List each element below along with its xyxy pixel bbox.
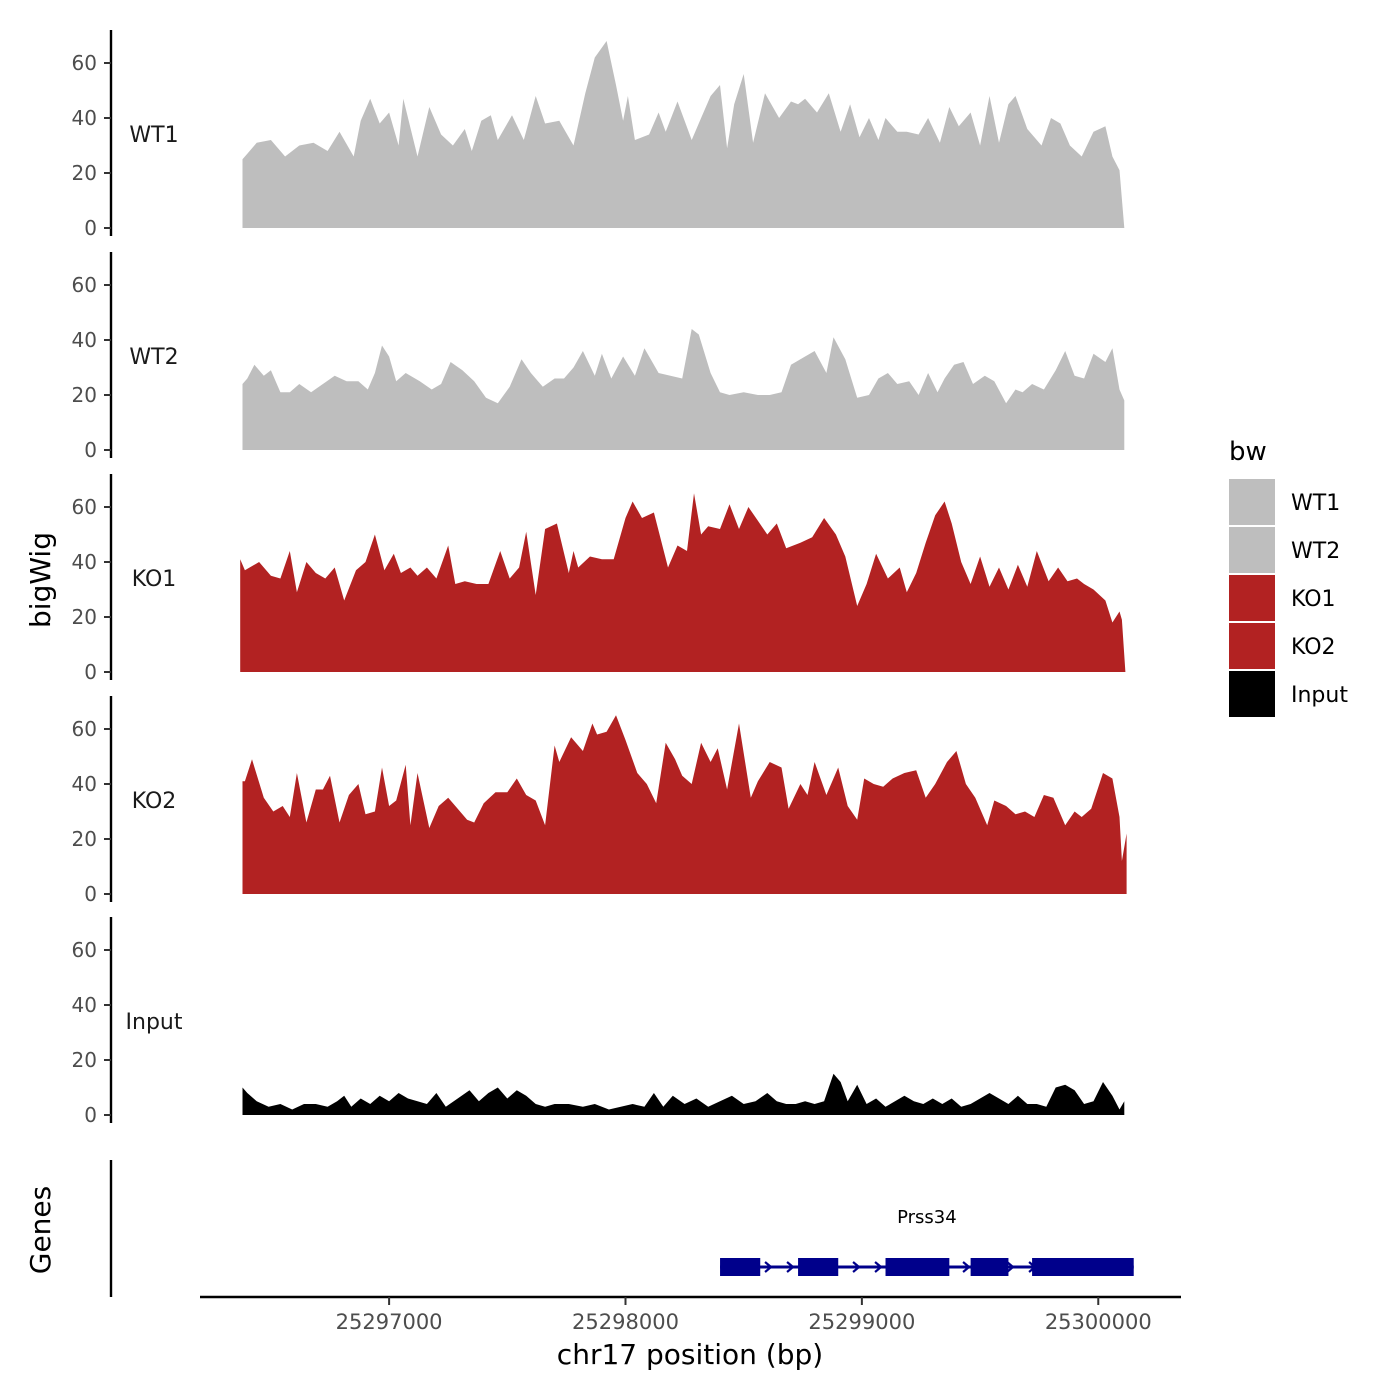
gene-exon bbox=[720, 1258, 761, 1276]
genes-axis-label: Genes bbox=[24, 1186, 57, 1274]
gene-track-panel: Genes Prss34 bbox=[24, 1160, 1134, 1297]
x-axis: 25297000 25298000 25299000 25300000 chr17 p… bbox=[200, 1295, 1181, 1371]
strand-arrow bbox=[786, 1261, 795, 1273]
panel-label-wt2: WT2 bbox=[129, 345, 178, 370]
area-ko2 bbox=[242, 715, 1127, 894]
y-tick-label: 60 bbox=[72, 51, 97, 75]
area-ko1 bbox=[240, 493, 1126, 672]
legend-item-wt1: WT1 bbox=[1229, 479, 1340, 525]
gene-exon bbox=[885, 1258, 950, 1276]
y-tick-label: 40 bbox=[72, 993, 97, 1017]
gene-label: Prss34 bbox=[897, 1207, 957, 1228]
strand-arrow bbox=[764, 1261, 773, 1273]
legend-title: bw bbox=[1229, 437, 1267, 467]
legend-label: WT1 bbox=[1291, 491, 1340, 516]
y-tick-label: 0 bbox=[84, 660, 97, 684]
y-tick-label: 20 bbox=[72, 161, 97, 185]
y-tick-label: 60 bbox=[72, 495, 97, 519]
panel-label-ko1: KO1 bbox=[132, 567, 177, 592]
y-tick-label: 40 bbox=[72, 550, 97, 574]
y-tick-label: 60 bbox=[72, 717, 97, 741]
y-tick-label: 0 bbox=[84, 882, 97, 906]
y-tick-label: 40 bbox=[72, 772, 97, 796]
legend-item-ko2: KO2 bbox=[1229, 623, 1336, 669]
legend-label: WT2 bbox=[1291, 539, 1340, 564]
y-axis-label: bigWig bbox=[24, 532, 57, 628]
legend: bw WT1 WT2 KO1 KO2 Input bbox=[1229, 437, 1348, 717]
legend-item-ko1: KO1 bbox=[1229, 575, 1336, 621]
strand-arrow bbox=[852, 1261, 861, 1273]
area-wt2 bbox=[242, 329, 1125, 450]
y-tick-label: 20 bbox=[72, 1048, 97, 1072]
panel-wt2: 0 20 40 60 WT2 bbox=[72, 252, 1125, 462]
y-tick-label: 20 bbox=[72, 383, 97, 407]
panel-wt1: 0 20 40 60 WT1 bbox=[72, 30, 1125, 240]
legend-swatch bbox=[1229, 575, 1275, 621]
panel-label-wt1: WT1 bbox=[129, 123, 178, 148]
panel-label-input: Input bbox=[126, 1010, 183, 1035]
y-tick-label: 60 bbox=[72, 938, 97, 962]
legend-label: KO2 bbox=[1291, 635, 1336, 660]
x-tick-label: 25300000 bbox=[1045, 1310, 1152, 1334]
gene-exon bbox=[1032, 1258, 1134, 1276]
legend-label: Input bbox=[1291, 683, 1348, 708]
x-axis-label: chr17 position (bp) bbox=[557, 1338, 823, 1371]
area-wt1 bbox=[242, 41, 1125, 228]
legend-swatch bbox=[1229, 623, 1275, 669]
strand-arrow bbox=[1006, 1261, 1015, 1273]
y-tick-label: 20 bbox=[72, 827, 97, 851]
y-tick-label: 0 bbox=[84, 216, 97, 240]
legend-swatch bbox=[1229, 527, 1275, 573]
area-input bbox=[242, 1073, 1125, 1115]
panel-ko1: 0 20 40 60 KO1 bbox=[72, 474, 1126, 684]
legend-label: KO1 bbox=[1291, 587, 1336, 612]
legend-swatch bbox=[1229, 479, 1275, 525]
panel-ko2: 0 20 40 60 KO2 bbox=[72, 696, 1127, 906]
y-tick-label: 0 bbox=[84, 1103, 97, 1127]
panel-input: 0 20 40 60 Input bbox=[72, 917, 1125, 1127]
x-tick-label: 25298000 bbox=[572, 1310, 679, 1334]
x-tick-label: 25297000 bbox=[336, 1310, 443, 1334]
y-tick-label: 40 bbox=[72, 106, 97, 130]
y-tick-label: 40 bbox=[72, 328, 97, 352]
y-tick-label: 20 bbox=[72, 605, 97, 629]
legend-swatch bbox=[1229, 671, 1275, 717]
strand-arrow bbox=[874, 1261, 883, 1273]
y-tick-label: 60 bbox=[72, 273, 97, 297]
gene-exon bbox=[970, 1258, 1009, 1276]
gene-exon bbox=[798, 1258, 839, 1276]
panel-label-ko2: KO2 bbox=[132, 789, 177, 814]
gene-model bbox=[720, 1258, 1134, 1276]
legend-item-wt2: WT2 bbox=[1229, 527, 1340, 573]
track-panels: 0 20 40 60 WT1 0 20 40 60 WT2 0 20 40 60 KO1 0 20 40 60 KO2… bbox=[72, 30, 1127, 1127]
x-tick-label: 25299000 bbox=[808, 1310, 915, 1334]
strand-arrow bbox=[962, 1261, 971, 1273]
legend-item-input: Input bbox=[1229, 671, 1348, 717]
y-tick-label: 0 bbox=[84, 438, 97, 462]
